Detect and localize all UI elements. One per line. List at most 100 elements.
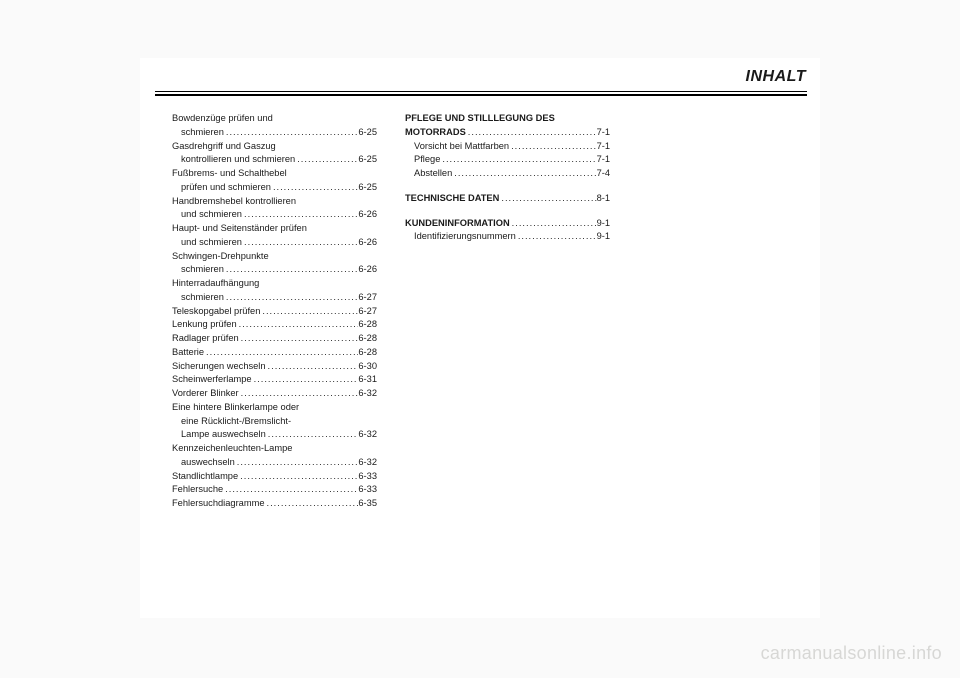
toc-label: Fehlersuche xyxy=(172,483,223,497)
toc-label: auswechseln xyxy=(181,456,235,470)
toc-label: Vorsicht bei Mattfarben xyxy=(414,140,509,154)
toc-entry: Teleskopgabel prüfen 6-27 xyxy=(172,305,377,319)
toc-label: TECHNISCHE DATEN xyxy=(405,192,499,206)
toc-page: 7-1 xyxy=(597,126,610,140)
toc-section-heading: TECHNISCHE DATEN 8-1 xyxy=(405,192,610,206)
toc-page: 6-28 xyxy=(358,318,377,332)
header-rule xyxy=(155,94,807,96)
toc-entry: Fehlersuchdiagramme 6-35 xyxy=(172,497,377,511)
toc-page: 7-4 xyxy=(597,167,610,181)
toc-column-2: PFLEGE UND STILLLEGUNG DESMOTORRADS 7-1V… xyxy=(405,112,610,511)
toc-entry: und schmieren 6-26 xyxy=(172,208,377,222)
toc-page: 9-1 xyxy=(597,217,610,231)
toc-page: 6-32 xyxy=(358,456,377,470)
toc-entry: Lampe auswechseln 6-32 xyxy=(172,428,377,442)
toc-page: 9-1 xyxy=(597,230,610,244)
toc-page: 6-33 xyxy=(358,483,377,497)
toc-leader xyxy=(252,373,359,387)
toc-leader xyxy=(260,305,358,319)
toc-page: 6-35 xyxy=(358,497,377,511)
toc-label: Lampe auswechseln xyxy=(181,428,266,442)
toc-label: Standlichtlampe xyxy=(172,470,238,484)
toc-entry: und schmieren 6-26 xyxy=(172,236,377,250)
toc-section-heading: PFLEGE UND STILLLEGUNG DES xyxy=(405,112,610,126)
toc-entry: schmieren 6-27 xyxy=(172,291,377,305)
toc-label: kontrollieren und schmieren xyxy=(181,153,295,167)
toc-label: Teleskopgabel prüfen xyxy=(172,305,260,319)
toc-entry: Abstellen 7-4 xyxy=(405,167,610,181)
toc-label: MOTORRADS xyxy=(405,126,466,140)
toc-leader xyxy=(239,332,359,346)
toc-leader xyxy=(242,236,358,250)
toc-label: Sicherungen wechseln xyxy=(172,360,266,374)
toc-section-heading: KUNDENINFORMATION 9-1 xyxy=(405,217,610,231)
toc-label: prüfen und schmieren xyxy=(181,181,271,195)
toc-label: schmieren xyxy=(181,291,224,305)
toc-label: Fehlersuchdiagramme xyxy=(172,497,265,511)
toc-page: 6-27 xyxy=(358,291,377,305)
toc-entry-continuation: eine Rücklicht-/Bremslicht- xyxy=(172,415,377,429)
toc-label: Abstellen xyxy=(414,167,452,181)
toc-entry: Fehlersuche 6-33 xyxy=(172,483,377,497)
header-rule-thin xyxy=(155,91,807,92)
toc-entry: Vorsicht bei Mattfarben 7-1 xyxy=(405,140,610,154)
toc-leader xyxy=(452,167,596,181)
toc-entry-continuation: Kennzeichenleuchten-Lampe xyxy=(172,442,377,456)
toc-entry-continuation: Schwingen-Drehpunkte xyxy=(172,250,377,264)
toc-label: Scheinwerferlampe xyxy=(172,373,252,387)
toc-column-1: Bowdenzüge prüfen undschmieren 6-25Gasdr… xyxy=(172,112,377,511)
toc-leader xyxy=(466,126,597,140)
toc-leader xyxy=(239,387,359,401)
toc-entry-continuation: Handbremshebel kontrollieren xyxy=(172,195,377,209)
toc-page: 6-33 xyxy=(358,470,377,484)
toc-entry-continuation: Fußbrems- und Schalthebel xyxy=(172,167,377,181)
toc-entry-continuation: Gasdrehgriff und Gaszug xyxy=(172,140,377,154)
toc-page: 6-25 xyxy=(358,181,377,195)
toc-entry: Lenkung prüfen 6-28 xyxy=(172,318,377,332)
toc-entry: Radlager prüfen 6-28 xyxy=(172,332,377,346)
toc-label: und schmieren xyxy=(181,236,242,250)
toc-leader xyxy=(235,456,359,470)
toc-page: 7-1 xyxy=(597,153,610,167)
toc-leader xyxy=(499,192,596,206)
toc-leader xyxy=(237,318,359,332)
toc-leader xyxy=(516,230,597,244)
toc-label: Vorderer Blinker xyxy=(172,387,239,401)
toc-leader xyxy=(238,470,358,484)
toc-leader xyxy=(224,126,359,140)
toc-leader xyxy=(204,346,358,360)
toc-entry: auswechseln 6-32 xyxy=(172,456,377,470)
toc-entry: prüfen und schmieren 6-25 xyxy=(172,181,377,195)
toc-page: 8-1 xyxy=(597,192,610,206)
toc-page: 6-25 xyxy=(358,153,377,167)
toc-page: 6-28 xyxy=(358,332,377,346)
toc-entry: Scheinwerferlampe 6-31 xyxy=(172,373,377,387)
toc-section-heading: MOTORRADS 7-1 xyxy=(405,126,610,140)
toc-page: 7-1 xyxy=(597,140,610,154)
toc-entry: Vorderer Blinker 6-32 xyxy=(172,387,377,401)
toc-page: 6-28 xyxy=(358,346,377,360)
watermark: carmanualsonline.info xyxy=(761,643,942,664)
toc-page: 6-30 xyxy=(358,360,377,374)
toc-page: 6-27 xyxy=(358,305,377,319)
toc-leader xyxy=(266,428,359,442)
toc-page: 6-26 xyxy=(358,236,377,250)
toc-label: Pflege xyxy=(414,153,440,167)
toc-page: 6-31 xyxy=(358,373,377,387)
toc-columns: Bowdenzüge prüfen undschmieren 6-25Gasdr… xyxy=(172,112,812,511)
toc-leader xyxy=(224,263,359,277)
toc-label: KUNDENINFORMATION xyxy=(405,217,510,231)
toc-entry-continuation: Bowdenzüge prüfen und xyxy=(172,112,377,126)
toc-entry: kontrollieren und schmieren 6-25 xyxy=(172,153,377,167)
toc-leader xyxy=(265,497,359,511)
toc-label: und schmieren xyxy=(181,208,242,222)
toc-leader xyxy=(509,140,596,154)
toc-leader xyxy=(440,153,596,167)
toc-label: Batterie xyxy=(172,346,204,360)
toc-entry-continuation: Haupt- und Seitenständer prüfen xyxy=(172,222,377,236)
toc-leader xyxy=(266,360,359,374)
toc-leader xyxy=(271,181,358,195)
toc-page: 6-25 xyxy=(358,126,377,140)
toc-entry: Pflege 7-1 xyxy=(405,153,610,167)
toc-entry: Sicherungen wechseln 6-30 xyxy=(172,360,377,374)
